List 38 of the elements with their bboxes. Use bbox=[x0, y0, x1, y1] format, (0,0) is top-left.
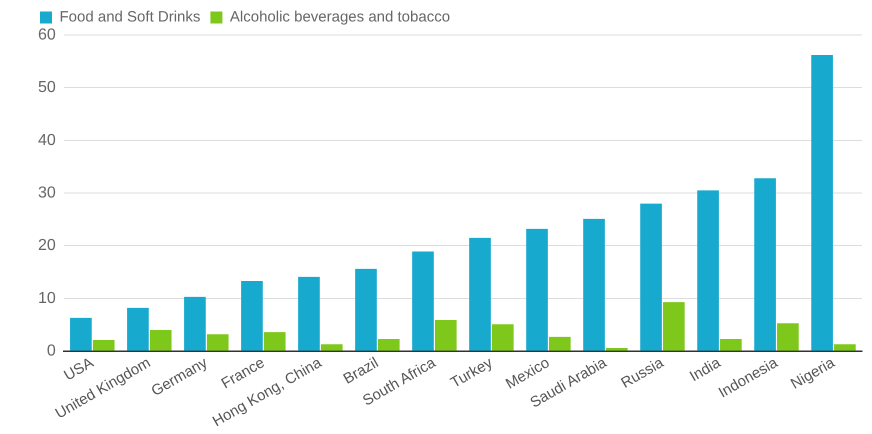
x-tick-label: USA bbox=[61, 354, 96, 384]
bar bbox=[640, 204, 662, 351]
bar bbox=[663, 302, 685, 351]
y-tick-label: 50 bbox=[38, 79, 56, 96]
y-tick-label: 60 bbox=[38, 26, 56, 44]
bar bbox=[355, 268, 377, 351]
bar bbox=[206, 334, 229, 351]
y-tick-label: 30 bbox=[38, 184, 56, 202]
legend-label: Food and Soft Drinks bbox=[60, 8, 200, 26]
bar bbox=[127, 308, 149, 351]
bar bbox=[412, 252, 434, 351]
bar bbox=[583, 218, 605, 351]
bar bbox=[70, 318, 92, 351]
bar bbox=[697, 190, 719, 351]
bar bbox=[241, 281, 263, 351]
bar bbox=[834, 344, 856, 351]
bar bbox=[184, 296, 206, 351]
bar bbox=[150, 330, 172, 351]
bar bbox=[469, 238, 491, 351]
y-tick-label: 40 bbox=[38, 132, 56, 149]
bar bbox=[320, 344, 343, 351]
y-tick-label: 0 bbox=[46, 342, 56, 360]
y-tick-label: 10 bbox=[38, 290, 56, 307]
bar bbox=[434, 320, 457, 351]
bar bbox=[378, 339, 400, 351]
bar bbox=[92, 340, 115, 351]
bar bbox=[264, 332, 286, 351]
bar bbox=[526, 228, 548, 351]
bar bbox=[492, 324, 514, 351]
bar bbox=[298, 276, 320, 351]
bar bbox=[720, 339, 742, 351]
y-tick-label: 20 bbox=[38, 237, 56, 254]
bar bbox=[777, 323, 799, 351]
bar bbox=[548, 336, 571, 351]
bar bbox=[811, 55, 833, 351]
bar bbox=[606, 348, 628, 351]
legend-label: Alcoholic beverages and tobacco bbox=[230, 8, 450, 26]
bar bbox=[754, 178, 776, 351]
